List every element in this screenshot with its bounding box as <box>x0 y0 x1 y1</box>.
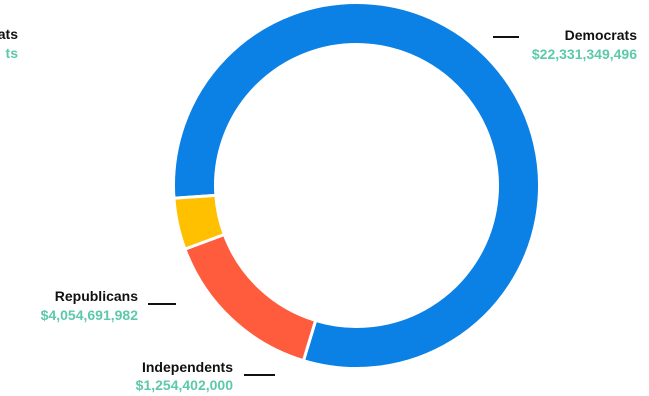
label-name-democrats: Democrats <box>565 27 638 43</box>
label-value-independents: $1,254,402,000 <box>136 377 234 393</box>
clipped-label-value: ts <box>5 45 18 61</box>
clipped-label: ats ts <box>0 24 22 68</box>
slice-republicans <box>182 232 318 363</box>
label-independents: Independents $1,254,402,000 <box>136 359 275 393</box>
label-value-democrats: $22,331,349,496 <box>532 46 637 62</box>
clipped-label-name: ats <box>0 26 18 42</box>
donut-slices <box>172 1 541 370</box>
label-democrats: Democrats $22,331,349,496 <box>493 27 637 62</box>
label-value-republicans: $4,054,691,982 <box>41 307 139 323</box>
label-republicans: Republicans $4,054,691,982 <box>41 288 176 323</box>
label-name-independents: Independents <box>142 359 233 375</box>
slice-democrats <box>172 1 541 370</box>
slice-labels: Democrats $22,331,349,496 Republicans $4… <box>41 27 638 393</box>
label-name-republicans: Republicans <box>55 288 138 304</box>
slice-independents <box>172 193 227 252</box>
